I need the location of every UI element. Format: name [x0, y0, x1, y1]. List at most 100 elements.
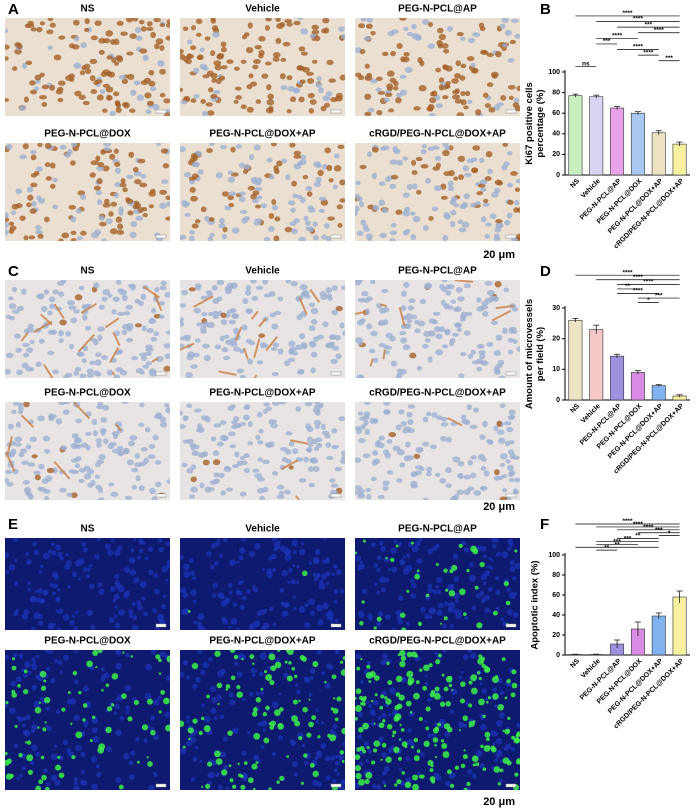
- cell: [105, 30, 114, 37]
- apoptotic-cell: [433, 692, 441, 700]
- nucleus: [254, 669, 258, 673]
- cell: [470, 63, 476, 68]
- cell: [52, 177, 58, 183]
- cell: [427, 106, 434, 112]
- nucleus: [367, 749, 373, 754]
- nucleus: [192, 683, 198, 690]
- cell: [220, 319, 228, 325]
- cell: [116, 229, 125, 235]
- cell: [129, 435, 138, 441]
- apoptotic-cell: [378, 722, 385, 729]
- apoptotic-cell: [91, 715, 96, 720]
- cell: [507, 199, 514, 206]
- cell: [235, 144, 242, 149]
- panel-letter: F: [540, 516, 549, 533]
- cell: [331, 285, 338, 291]
- nucleus: [427, 548, 434, 554]
- micrograph: [355, 280, 520, 378]
- cell: [288, 465, 294, 470]
- cell: [224, 312, 231, 318]
- nucleus: [330, 755, 336, 761]
- nucleus: [129, 569, 137, 576]
- significance-label: ***: [624, 536, 632, 543]
- apoptotic-cell: [97, 650, 103, 654]
- nucleus: [180, 671, 185, 678]
- cell: [475, 109, 482, 116]
- nucleus: [133, 577, 140, 584]
- nucleus: [491, 558, 495, 562]
- apoptotic-cell: [413, 755, 420, 762]
- cell: [25, 444, 32, 450]
- nucleus: [81, 541, 87, 547]
- cell: [233, 66, 240, 71]
- image-label: PEG-N-PCL@AP: [398, 266, 477, 277]
- cell: [59, 144, 67, 150]
- nucleus: [35, 751, 41, 757]
- cell: [22, 143, 29, 150]
- apoptotic-cell: [298, 699, 301, 703]
- nucleus: [360, 680, 364, 684]
- nucleus: [506, 609, 513, 616]
- cell: [64, 152, 71, 158]
- cell: [201, 451, 209, 458]
- cell: [299, 79, 306, 84]
- nucleus: [381, 752, 387, 758]
- nucleus: [229, 699, 236, 706]
- apoptotic-cell: [399, 650, 406, 657]
- nucleus: [218, 553, 223, 558]
- nucleus: [427, 733, 432, 739]
- nucleus: [462, 654, 469, 660]
- cell: [271, 372, 279, 377]
- cell: [435, 349, 443, 356]
- nucleus: [139, 581, 147, 588]
- cell: [298, 333, 306, 340]
- cell: [378, 181, 386, 187]
- apoptotic-cell: [373, 740, 381, 747]
- cell: [509, 39, 517, 45]
- apoptotic-cell: [401, 627, 407, 630]
- cell: [438, 33, 447, 41]
- cell: [500, 453, 508, 460]
- cell: [194, 338, 201, 343]
- cell: [33, 86, 40, 91]
- nucleus: [188, 558, 194, 564]
- cell: [197, 427, 205, 433]
- apoptotic-cell: [166, 655, 170, 663]
- apoptotic-cell: [442, 751, 450, 758]
- apoptotic-cell: [24, 741, 28, 744]
- nucleus: [241, 538, 247, 542]
- cell: [255, 285, 264, 290]
- nucleus: [65, 553, 69, 557]
- cell: [366, 151, 373, 158]
- cell: [482, 310, 489, 317]
- cell: [495, 223, 503, 229]
- nucleus: [157, 695, 162, 700]
- apoptotic-cell: [515, 733, 520, 738]
- cell: [15, 188, 23, 195]
- image-label: cRGD/PEG-N-PCL@DOX+AP: [369, 129, 506, 140]
- cell: [390, 222, 397, 228]
- cell: [409, 352, 417, 359]
- cell: [258, 36, 266, 42]
- cell: [493, 350, 502, 357]
- apoptotic-cell: [397, 653, 401, 657]
- vessel: [6, 436, 13, 456]
- apoptotic-cell: [373, 626, 377, 630]
- cell: [26, 202, 32, 208]
- nucleus: [8, 707, 16, 715]
- nucleus: [475, 593, 481, 599]
- cell: [311, 24, 320, 30]
- vessel: [33, 320, 53, 334]
- nucleus: [266, 571, 273, 579]
- cell: [5, 212, 9, 219]
- cell: [457, 155, 466, 163]
- nucleus: [220, 751, 227, 758]
- cell: [52, 289, 60, 295]
- cell: [248, 340, 256, 346]
- apoptotic-cell: [206, 694, 210, 699]
- nucleus: [327, 611, 334, 619]
- cell: [195, 18, 203, 25]
- cell: [142, 54, 149, 62]
- cell: [438, 84, 445, 91]
- nucleus: [292, 595, 297, 599]
